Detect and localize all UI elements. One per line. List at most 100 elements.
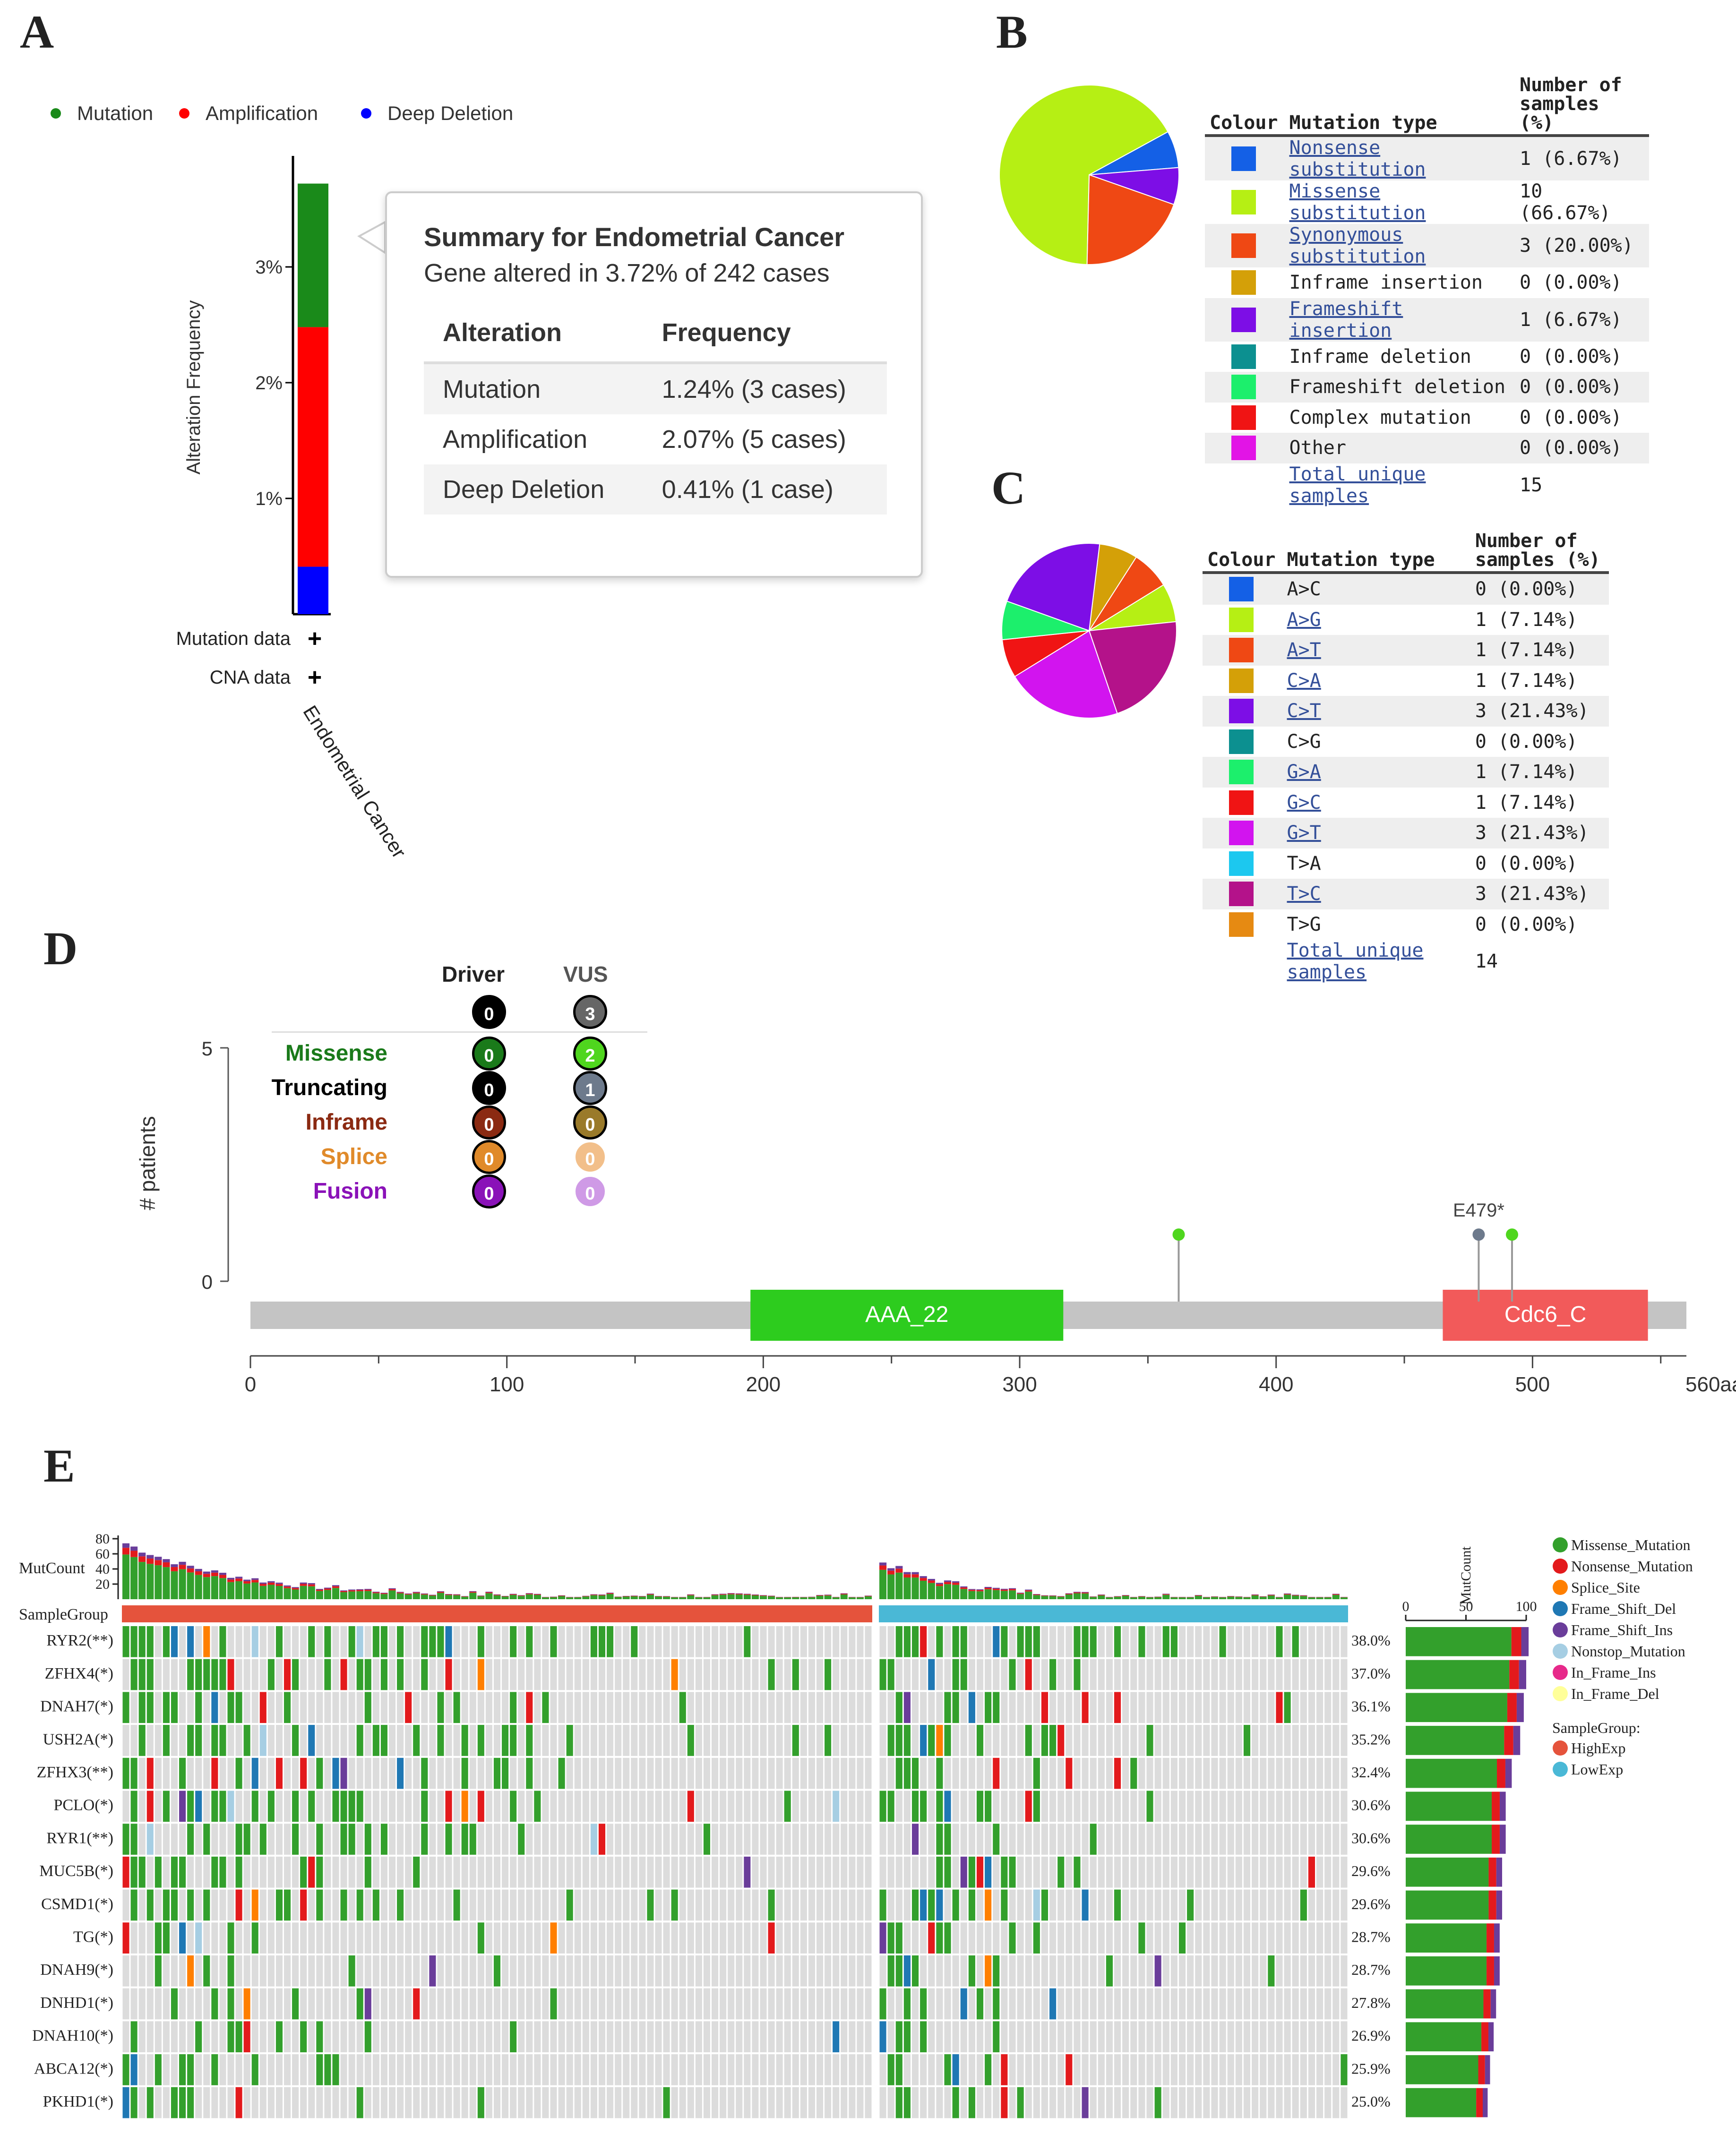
colour-cell	[1203, 818, 1282, 848]
mutcount-bar	[992, 1588, 1000, 1590]
mutation-type[interactable]: G>C	[1287, 791, 1321, 814]
mutcount-bar	[243, 1581, 251, 1584]
oncoplot-cell	[879, 1725, 886, 1756]
oncoplot-cell	[711, 1757, 719, 1789]
oncoplot-cell	[936, 1824, 943, 1855]
oncoplot-cell	[243, 2087, 250, 2118]
oncoplot-cell	[364, 1791, 371, 1822]
oncoplot-cell	[429, 1824, 436, 1855]
mutation-type[interactable]: Synonymous substitution	[1284, 224, 1515, 267]
vus-total-badge: 3	[573, 995, 607, 1029]
oncoplot-cell	[720, 1757, 727, 1789]
oncoplot-cell	[187, 1626, 194, 1657]
mutation-type[interactable]: Nonsense substitution	[1284, 136, 1515, 180]
oncoplot-cell	[1122, 1791, 1129, 1822]
b-row: Frameshift deletion 0 (0.00%)	[1205, 372, 1649, 403]
oncoplot-cell	[429, 1659, 436, 1690]
oncoplot-cell	[1074, 1659, 1081, 1690]
oncoplot-cell	[1057, 1692, 1065, 1723]
oncoplot-cell	[928, 1922, 935, 1954]
mutation-type[interactable]: Frameshift insertion	[1284, 298, 1515, 342]
oncoplot-cell	[566, 1725, 573, 1756]
mutation-type[interactable]: A>T	[1282, 635, 1470, 666]
oncoplot-cell	[1227, 2021, 1234, 2053]
oncoplot-cell	[219, 1757, 226, 1789]
mutation-type[interactable]: C>T	[1282, 696, 1470, 727]
mutation-type: T>G	[1287, 913, 1321, 935]
mutation-type[interactable]: G>A	[1282, 757, 1470, 788]
gene-label: CSMD1(*)	[41, 1895, 113, 1913]
oncoplot-cell	[421, 1856, 428, 1888]
oncoplot-cell	[1057, 2021, 1065, 2053]
mutcount-bar	[284, 1586, 291, 1588]
mutcount-bar	[316, 1589, 323, 1590]
b-row: Synonymous substitution 3 (20.00%)	[1205, 224, 1649, 267]
oncoplot-cell	[849, 1725, 856, 1756]
oncoplot-cell	[574, 1725, 581, 1756]
oncoplot-cell	[825, 2054, 832, 2085]
oncoplot-cell	[413, 1757, 420, 1789]
oncoplot-cell	[550, 1856, 557, 1888]
oncoplot-cell	[639, 1692, 646, 1723]
driver-count-badge: 0	[472, 1071, 506, 1105]
mutcount-bar	[453, 1594, 461, 1595]
oncoplot-cell	[1260, 1725, 1267, 1756]
oncoplot-cell	[1049, 2087, 1057, 2118]
oncoplot-cell	[163, 2087, 170, 2118]
oncoplot-cell	[324, 1824, 331, 1855]
oncoplot-cell	[1268, 1626, 1275, 1657]
oncoplot-cell	[284, 1889, 291, 1921]
total-unique-samples-link[interactable]: Total unique samples	[1287, 940, 1424, 983]
oncoplot-cell	[469, 1659, 476, 1690]
oncoplot-cell	[1324, 2054, 1332, 2085]
mutation-type[interactable]: C>A	[1287, 669, 1321, 692]
oncoplot-cell	[857, 1626, 864, 1657]
total-unique-samples: 15	[1520, 474, 1543, 496]
mutation-type[interactable]: T>C	[1282, 879, 1470, 909]
oncoplot-cell	[1324, 1988, 1332, 2020]
mutcount-bar	[800, 1597, 808, 1598]
d-x-tick-label: 500	[1515, 1373, 1550, 1396]
mutation-type[interactable]: G>T	[1282, 818, 1470, 848]
oncoplot-cell	[445, 1757, 452, 1789]
oncoplot-cell	[1219, 1955, 1226, 1987]
oncoplot-cell	[485, 1824, 492, 1855]
mutcount-bar	[122, 1554, 130, 1599]
oncoplot-cell	[720, 1889, 727, 1921]
oncoplot-cell	[510, 1725, 517, 1756]
oncoplot-cell	[1227, 1791, 1234, 1822]
oncoplot-cell	[1074, 1889, 1081, 1921]
oncoplot-cell	[502, 1824, 509, 1855]
tooltip-alteration: Amplification	[443, 425, 588, 454]
oncoplot-cell	[1260, 2054, 1267, 2085]
total-unique-samples-link[interactable]: Total unique samples	[1289, 463, 1426, 507]
oncoplot-cell	[372, 1922, 379, 1954]
mutcount-bar	[1114, 1596, 1121, 1597]
mutcount-bar	[1154, 1597, 1162, 1599]
oncoplot-cell	[985, 1856, 992, 1888]
mutation-type[interactable]: A>G	[1287, 608, 1321, 631]
oncoplot-cell	[340, 1856, 347, 1888]
mutation-type: C>G	[1287, 730, 1321, 753]
oncoplot-cell	[736, 1889, 743, 1921]
oncoplot-cell	[1170, 1889, 1177, 1921]
oncoplot-cell	[1001, 1692, 1008, 1723]
oncoplot-cell	[865, 2021, 872, 2053]
oncoplot-cell	[469, 1791, 476, 1822]
oncoplot-cell	[1154, 1988, 1161, 2020]
oncoplot-cell	[1170, 1988, 1177, 2020]
oncoplot-cell	[526, 1725, 533, 1756]
gene-label: PCLO(*)	[53, 1797, 113, 1814]
oncoplot-cell	[1122, 2054, 1129, 2085]
pie-c-slice	[1088, 621, 1177, 714]
mutcount-bar	[324, 1590, 331, 1599]
mutcount-bar	[920, 1576, 927, 1578]
gene-label: RYR2(**)	[46, 1632, 113, 1649]
oncoplot-cell	[155, 1922, 162, 1954]
oncoplot-cell	[1114, 1757, 1121, 1789]
mutation-type[interactable]: Missense substitution	[1289, 180, 1426, 224]
oncoplot-cell	[911, 1626, 919, 1657]
mutcount-bar	[759, 1595, 767, 1596]
mutcount-bar	[1073, 1593, 1081, 1599]
oncoplot-cell	[1187, 1659, 1194, 1690]
